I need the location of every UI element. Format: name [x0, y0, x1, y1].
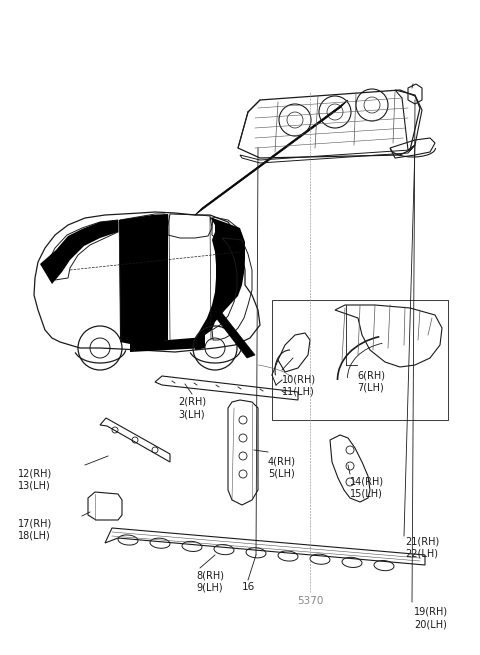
- Text: 2(RH)
3(LH): 2(RH) 3(LH): [178, 397, 206, 419]
- Text: 19(RH)
20(LH): 19(RH) 20(LH): [414, 607, 448, 629]
- Polygon shape: [119, 214, 168, 344]
- Polygon shape: [40, 220, 118, 284]
- Text: 10(RH)
11(LH): 10(RH) 11(LH): [282, 374, 316, 396]
- Text: 4(RH)
5(LH): 4(RH) 5(LH): [268, 456, 296, 478]
- Polygon shape: [195, 217, 245, 350]
- Text: 6(RH)
7(LH): 6(RH) 7(LH): [357, 370, 385, 392]
- Text: 17(RH)
18(LH): 17(RH) 18(LH): [18, 518, 52, 540]
- Text: 12(RH)
13(LH): 12(RH) 13(LH): [18, 468, 52, 491]
- Text: 8(RH)
9(LH): 8(RH) 9(LH): [196, 570, 224, 592]
- Text: 14(RH)
15(LH): 14(RH) 15(LH): [350, 476, 384, 498]
- Text: 5370: 5370: [297, 596, 323, 606]
- Text: 21(RH)
22(LH): 21(RH) 22(LH): [405, 536, 439, 559]
- Polygon shape: [130, 337, 205, 352]
- Text: 16: 16: [241, 582, 254, 592]
- Polygon shape: [195, 100, 348, 215]
- Polygon shape: [210, 308, 255, 358]
